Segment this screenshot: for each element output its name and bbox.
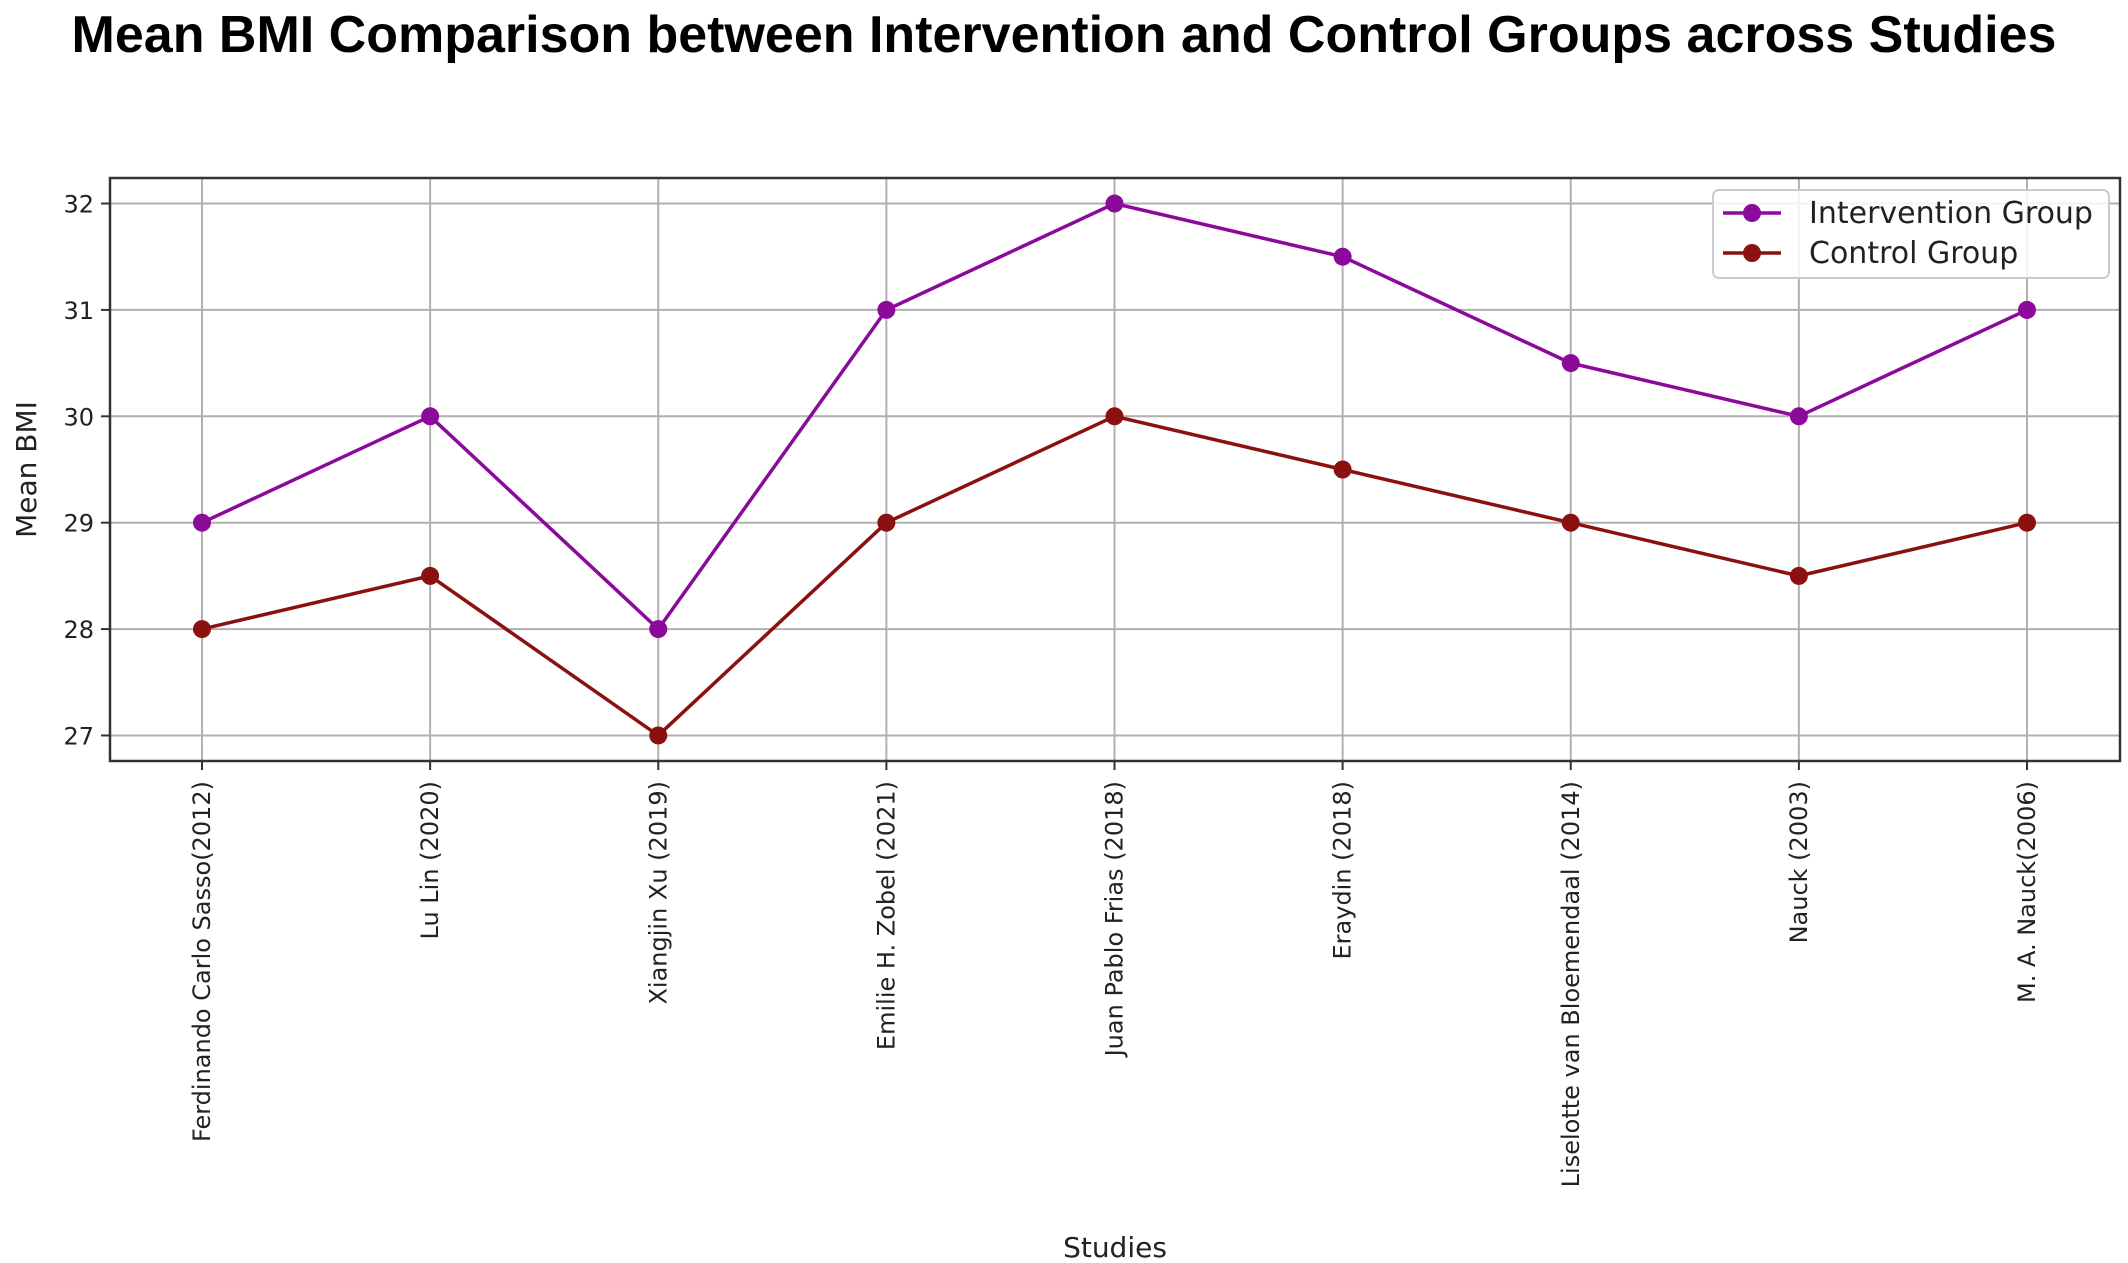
y-tick-label: 31 xyxy=(63,297,94,325)
legend-label: Control Group xyxy=(1809,236,2018,271)
legend-label: Intervention Group xyxy=(1809,196,2093,231)
data-point xyxy=(877,300,896,319)
y-tick-label: 32 xyxy=(63,191,94,219)
x-axis-label: Studies xyxy=(1063,1231,1167,1263)
data-point xyxy=(1333,460,1352,479)
x-tick-label: Emilie H. Zobel (2021) xyxy=(872,781,900,1050)
x-tick-label: Ferdinando Carlo Sasso(2012) xyxy=(188,781,216,1142)
data-point xyxy=(1561,513,1580,532)
data-point xyxy=(649,620,668,639)
data-point xyxy=(421,407,440,426)
legend-swatch-marker xyxy=(1743,204,1761,222)
y-axis-ticks: 27 28 29 30 31 32 xyxy=(63,191,110,750)
y-tick-label: 27 xyxy=(63,722,94,750)
data-point xyxy=(193,620,211,639)
legend-swatch-marker xyxy=(1743,244,1761,262)
data-point xyxy=(2018,300,2036,319)
x-axis-ticks: Ferdinando Carlo Sasso(2012) Lu Lin (2020… xyxy=(188,761,2041,1187)
data-point xyxy=(421,566,440,585)
chart-title: Mean BMI Comparison between Intervention… xyxy=(71,6,2057,64)
data-point xyxy=(1789,407,1808,426)
series-layer xyxy=(193,194,2036,745)
y-tick-label: 29 xyxy=(63,510,94,538)
y-tick-label: 30 xyxy=(63,403,94,431)
x-tick-label: Juan Pablo Frias (2018) xyxy=(1101,781,1129,1058)
x-tick-label: Nauck (2003) xyxy=(1785,781,1813,943)
x-tick-label: Eraydin (2018) xyxy=(1329,781,1357,960)
legend-box xyxy=(1712,189,2110,279)
legend: Intervention Group Control Group xyxy=(1712,189,2110,279)
x-tick-label: M. A. Nauck(2006) xyxy=(2013,781,2041,1003)
x-tick-label: Xiangjin Xu (2019) xyxy=(644,781,672,1005)
data-point xyxy=(1561,354,1580,373)
data-point xyxy=(649,726,668,745)
data-point xyxy=(877,513,896,532)
x-tick-label: Lu Lin (2020) xyxy=(416,781,444,939)
y-axis-label: Mean BMI xyxy=(10,401,43,538)
grid xyxy=(110,178,2120,761)
data-point xyxy=(193,513,211,532)
y-tick-label: 28 xyxy=(63,616,94,644)
data-point xyxy=(1789,566,1808,585)
x-tick-label: Liselotte van Bloemendaal (2014) xyxy=(1557,781,1585,1187)
data-point xyxy=(1105,194,1124,213)
data-point xyxy=(1105,407,1124,426)
data-point xyxy=(1333,247,1352,266)
data-point xyxy=(2018,513,2036,532)
